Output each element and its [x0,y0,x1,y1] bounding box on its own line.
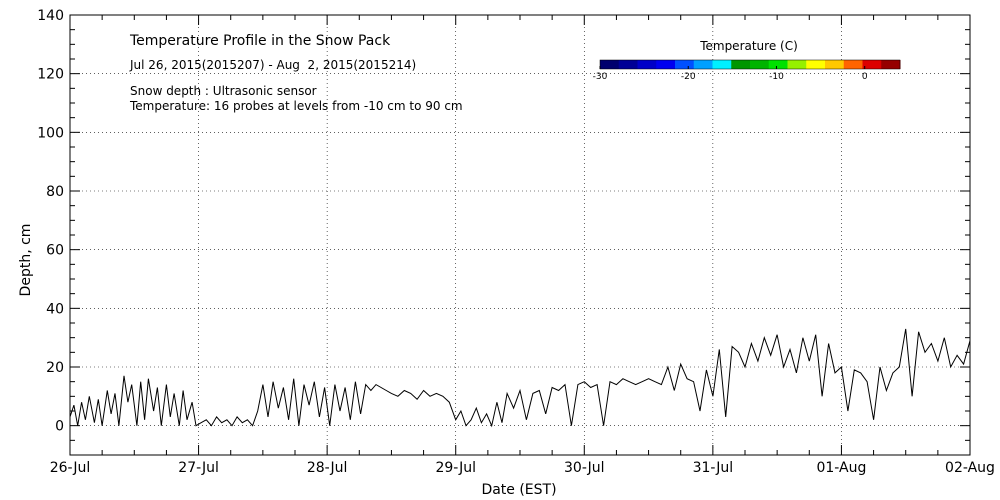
colorbar-cell [618,60,638,69]
colorbar-cell [843,60,863,69]
colorbar-cell [637,60,657,69]
y-tick-label: 100 [37,125,64,141]
colorbar-cell [768,60,788,69]
colorbar-cell [881,60,901,69]
y-tick-label: 60 [46,243,64,259]
x-tick-label: 28-Jul [307,460,348,476]
x-tick-label: 26-Jul [50,460,91,476]
x-axis-label: Date (EST) [481,482,556,498]
colorbar-cell [712,60,732,69]
y-tick-label: 0 [55,419,64,435]
grid-lines [70,15,970,455]
x-axis-ticks: 26-Jul 27-Jul 28-Jul 29-Jul 30-Jul 31-Jul 01-A… [50,15,995,476]
temperature-colorbar: Temperature (C) -30 -20 -10 0 [593,39,901,82]
colorbar-cell [806,60,826,69]
y-axis-ticks: 0 20 40 60 80 100 120 140 [37,8,970,456]
colorbar-cell [731,60,751,69]
colorbar-tick-label: 0 [862,72,868,82]
colorbar-cell [693,60,713,69]
colorbar-cell [750,60,770,69]
colorbar-cell [656,60,676,69]
x-tick-label: 27-Jul [178,460,219,476]
x-tick-label: 02-Aug [945,460,995,476]
x-tick-label: 31-Jul [693,460,734,476]
plot-frame [69,14,971,456]
series-layer [69,328,971,428]
colorbar-tick-label: -20 [681,72,696,82]
colorbar-cells [600,60,901,69]
colorbar-cell [825,60,845,69]
x-tick-label: 01-Aug [816,460,866,476]
chart-title: Temperature Profile in the Snow Pack [129,33,391,49]
note-snow-depth: Snow depth : Ultrasonic sensor [130,84,317,98]
colorbar-cell [787,60,807,69]
x-tick-label: 30-Jul [564,460,605,476]
y-axis-label: Depth, cm [18,224,34,297]
y-tick-label: 20 [46,360,64,376]
colorbar-cell [675,60,695,69]
colorbar-tick-label: -10 [769,72,784,82]
colorbar-cell [862,60,882,69]
colorbar-cell [600,60,620,69]
note-temperature: Temperature: 16 probes at levels from -1… [129,99,463,113]
x-tick-label: 29-Jul [435,460,476,476]
y-tick-label: 120 [37,67,64,83]
chart-subtitle: Jul 26, 2015(2015207) - Aug 2, 2015(2015… [129,58,416,72]
colorbar-ticks: -30 -20 -10 0 [593,66,868,82]
colorbar-tick-label: -30 [593,72,608,82]
y-tick-label: 140 [37,8,64,24]
colorbar-frame [599,59,901,70]
y-tick-label: 80 [46,184,64,200]
series-line-snow-depth [69,328,971,428]
y-tick-label: 40 [46,301,64,317]
colorbar-label: Temperature (C) [699,39,798,53]
